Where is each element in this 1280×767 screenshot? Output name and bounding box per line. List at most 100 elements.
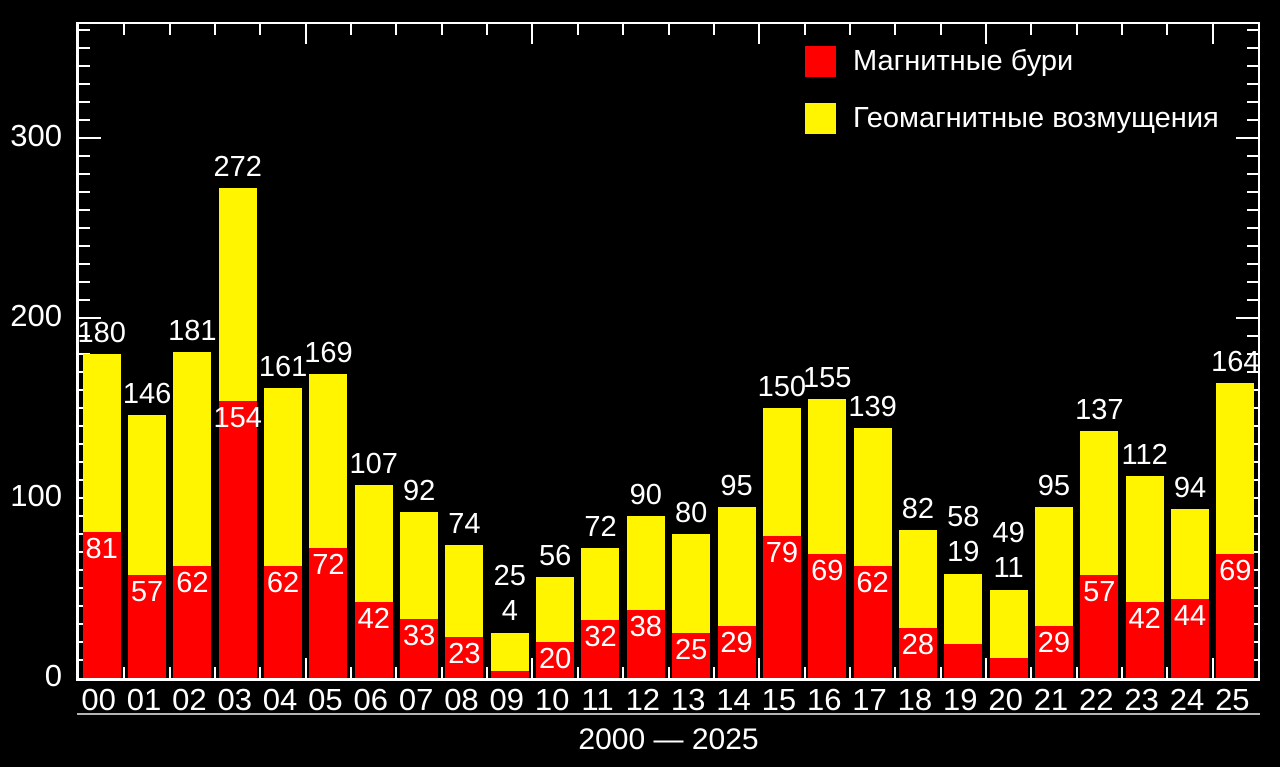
x-tick [531,24,534,44]
x-tick [803,24,806,35]
x-tick-label: 21 [1033,682,1069,717]
bar-total-label: 180 [77,317,126,349]
bar-storm-label: 69 [811,554,844,587]
bar-total-label: 137 [1075,394,1124,427]
disturbance-bar [490,633,529,678]
bar-total-label: 164 [1211,345,1260,378]
x-tick-label: 08 [444,682,479,717]
storm-bar [490,671,529,678]
x-tick-label: 15 [761,682,797,717]
x-tick [486,667,489,678]
y-tick [1247,281,1258,283]
x-tick [984,24,987,44]
x-tick [1211,24,1214,44]
y-tick [1247,371,1258,373]
storm-bar [581,620,620,678]
storm-bar [536,642,575,678]
x-tick-label: 14 [716,682,751,717]
x-tick-label: 02 [172,682,207,717]
legend-item-storms: Магнитные бури [805,45,1219,77]
x-tick-label: 20 [988,682,1023,717]
x-tick [894,24,897,35]
bar-storm-label: 57 [130,576,164,609]
y-tick [79,209,90,211]
storm-bar [1080,575,1119,678]
bar-total-label: 161 [258,351,308,384]
x-tick [1120,667,1123,678]
y-tick [1247,47,1258,49]
storm-bar [1034,626,1073,678]
x-tick [939,24,942,35]
x-tick-label: 23 [1124,682,1159,717]
x-tick [1075,667,1078,678]
x-tick [168,24,171,35]
bar-storm-label: 44 [1173,599,1207,632]
x-tick [1166,667,1169,678]
legend: Магнитные бури Геомагнитные возмущения [805,45,1219,160]
storm-bar [354,602,393,678]
storm-bar [1170,599,1209,678]
x-tick-label: 25 [1215,682,1250,717]
x-tick [894,667,897,678]
bar-storm-label: 20 [538,643,572,675]
storm-bar [1216,554,1255,678]
x-tick [1075,24,1078,35]
y-tick [1247,173,1258,175]
x-tick-label: 17 [852,682,887,717]
x-tick [395,667,398,678]
y-tick [79,263,90,265]
bar-storm-label: 154 [213,401,262,434]
y-tick [79,29,90,31]
bar-storm-label: 29 [1037,626,1071,659]
storm-bar [445,637,484,678]
x-tick [712,667,715,678]
bar-total-label: 92 [402,475,436,508]
storm-bar [218,401,257,678]
y-tick [1247,119,1258,121]
bar-storm-label: 4 [501,595,518,627]
bar-storm-label: 28 [901,628,935,661]
bar-total-label: 94 [1173,471,1207,504]
y-tick [79,227,90,229]
bar-total-label: 56 [538,540,572,573]
x-tick-label: 06 [353,682,388,717]
x-axis-title: 2000 — 2025 [578,723,759,756]
x-tick [531,658,534,678]
storm-bar [944,644,983,678]
x-tick [123,24,126,35]
bar-total-label: 25 [493,560,526,592]
bar-storm-label: 62 [266,567,300,600]
y-tick [1247,101,1258,103]
y-tick [79,335,90,337]
storm-bar [309,548,348,678]
x-tick [1120,24,1123,35]
y-tick [79,65,90,67]
storm-bar [82,532,121,678]
y-tick [79,119,90,121]
storm-bar [626,610,665,678]
bar-storm-label: 19 [947,535,980,568]
bar-storm-label: 23 [448,637,481,670]
x-tick-label: 16 [806,682,842,717]
y-tick [1247,83,1258,85]
y-tick [1247,209,1258,211]
x-tick [576,24,579,35]
y-tick [79,191,90,193]
x-tick [622,24,625,35]
y-tick [1247,299,1258,301]
legend-label-disturbances: Геомагнитные возмущения [853,102,1219,134]
y-tick-label: 0 [44,658,62,693]
x-tick-label: 05 [308,682,343,717]
x-tick [304,24,307,44]
bar-total-label: 80 [675,497,708,529]
x-tick [1166,24,1169,35]
red-swatch-icon [805,46,836,77]
bar-storm-label: 62 [176,567,209,600]
x-tick-label: 11 [581,682,614,717]
x-tick [486,24,489,35]
x-tick-label: 24 [1169,682,1205,717]
bar-storm-label: 62 [856,567,889,600]
x-tick [259,667,262,678]
x-tick-label: 13 [670,682,706,717]
